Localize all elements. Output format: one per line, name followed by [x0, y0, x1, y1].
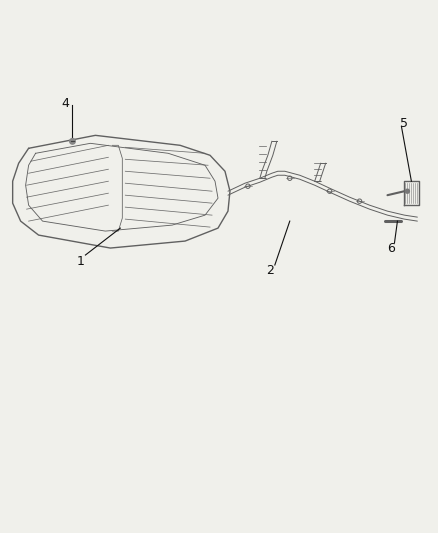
- Circle shape: [404, 189, 409, 193]
- Text: 2: 2: [265, 264, 273, 278]
- Text: 6: 6: [387, 241, 395, 255]
- Text: 5: 5: [399, 117, 407, 130]
- Circle shape: [70, 139, 75, 144]
- Text: 1: 1: [76, 255, 84, 268]
- Text: 4: 4: [61, 97, 69, 110]
